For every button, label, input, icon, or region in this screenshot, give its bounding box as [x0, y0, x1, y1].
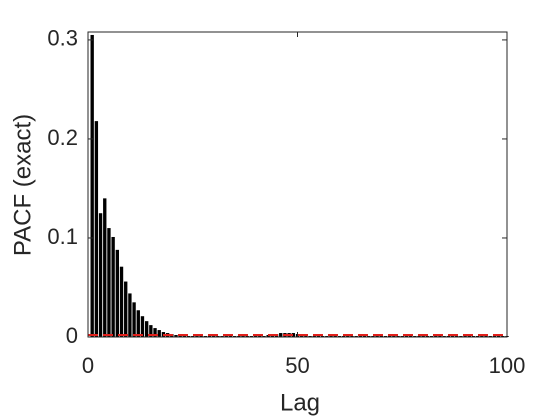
bar: [124, 281, 128, 337]
axes-box: [87, 31, 508, 338]
bar: [140, 316, 145, 337]
bar: [153, 328, 157, 337]
bar: [149, 325, 153, 337]
bar: [94, 121, 99, 337]
y-tick-label: 0.3: [47, 26, 78, 51]
bar: [107, 228, 111, 337]
y-tick-label: 0.1: [47, 224, 78, 249]
bar: [174, 335, 178, 337]
y-axis-label: PACF (exact): [9, 114, 36, 256]
bar: [157, 330, 161, 337]
bar: [90, 34, 94, 338]
bar: [144, 321, 149, 337]
bar: [136, 310, 140, 337]
bar: [103, 198, 107, 337]
bar: [279, 333, 283, 337]
x-tick-label: 50: [285, 353, 309, 378]
y-tick-label: 0: [66, 323, 78, 348]
bar: [132, 302, 136, 337]
x-axis-label: Lag: [280, 389, 320, 416]
bar: [111, 236, 115, 337]
bar: [128, 293, 132, 337]
bar: [98, 213, 103, 337]
x-tick-label: 0: [82, 353, 94, 378]
x-tick-label: 100: [489, 353, 526, 378]
bar: [115, 249, 120, 337]
y-tick-label: 0.2: [47, 125, 78, 150]
bar: [291, 333, 295, 337]
bar: [119, 266, 124, 337]
